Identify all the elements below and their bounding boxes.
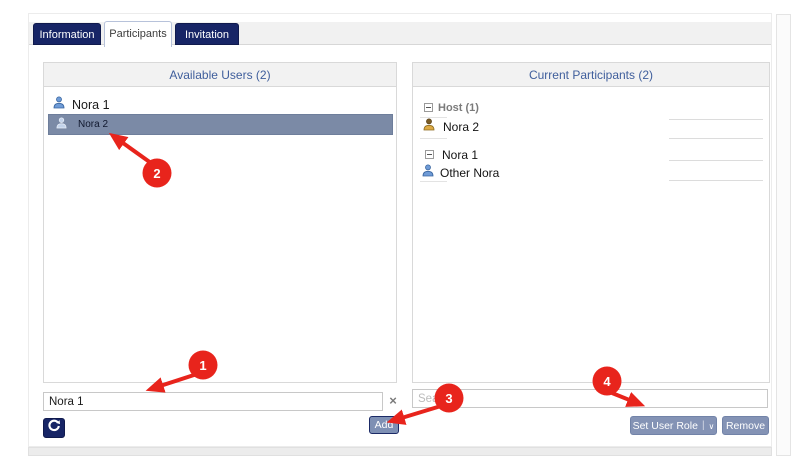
row-underline bbox=[420, 181, 447, 182]
collapse-icon[interactable] bbox=[424, 99, 433, 117]
participant-name: Nora 1 bbox=[442, 148, 479, 162]
available-user-name: Nora 2 bbox=[78, 119, 109, 130]
participants-search-input[interactable] bbox=[412, 389, 768, 408]
add-button[interactable]: Add bbox=[369, 416, 399, 434]
chevron-down-icon: ∨ bbox=[708, 421, 715, 431]
refresh-icon bbox=[47, 419, 61, 438]
host-user-icon bbox=[423, 118, 435, 136]
group-label: Host (1) bbox=[438, 102, 479, 114]
current-participants-panel: Current Participants (2) Host (1) Nora 2… bbox=[412, 62, 770, 383]
clear-filter-icon[interactable]: × bbox=[389, 393, 397, 408]
button-separator: | bbox=[701, 420, 705, 431]
participant-name: Other Nora bbox=[440, 166, 500, 180]
available-users-panel: Available Users (2) Nora 1 Nora 2 bbox=[43, 62, 397, 383]
tree-group-host[interactable]: Host (1) bbox=[424, 99, 479, 117]
refresh-button[interactable] bbox=[43, 418, 65, 438]
tab-information[interactable]: Information bbox=[33, 23, 101, 45]
set-user-role-button[interactable]: Set User Role | ∨ bbox=[630, 416, 717, 435]
tab-participants[interactable]: Participants bbox=[104, 21, 172, 47]
user-icon bbox=[53, 96, 65, 114]
vertical-scrollbar[interactable] bbox=[776, 14, 791, 456]
participant-row[interactable]: Nora 2 bbox=[423, 118, 479, 136]
participant-name: Nora 2 bbox=[443, 120, 480, 134]
user-icon bbox=[422, 164, 434, 182]
current-participants-title: Current Participants (2) bbox=[413, 63, 769, 87]
horizontal-scrollbar[interactable] bbox=[28, 447, 772, 456]
row-underline bbox=[669, 138, 763, 139]
row-underline bbox=[669, 119, 763, 120]
available-users-filter-input[interactable] bbox=[43, 392, 383, 411]
tree-group-nora1[interactable]: Nora 1 bbox=[425, 146, 478, 164]
row-underline bbox=[669, 180, 763, 181]
user-icon bbox=[56, 116, 67, 134]
available-user-name: Nora 1 bbox=[72, 98, 110, 112]
remove-button[interactable]: Remove bbox=[722, 416, 769, 435]
row-underline bbox=[420, 138, 447, 139]
collapse-icon[interactable] bbox=[425, 146, 434, 164]
available-users-title: Available Users (2) bbox=[44, 63, 396, 87]
available-user-row[interactable]: Nora 1 bbox=[53, 96, 383, 114]
row-underline bbox=[420, 117, 447, 118]
row-underline bbox=[669, 160, 763, 161]
set-user-role-label: Set User Role bbox=[632, 419, 698, 432]
participant-row[interactable]: Other Nora bbox=[422, 164, 499, 182]
tab-invitation[interactable]: Invitation bbox=[175, 23, 239, 45]
available-user-row-selected[interactable]: Nora 2 bbox=[48, 114, 393, 135]
